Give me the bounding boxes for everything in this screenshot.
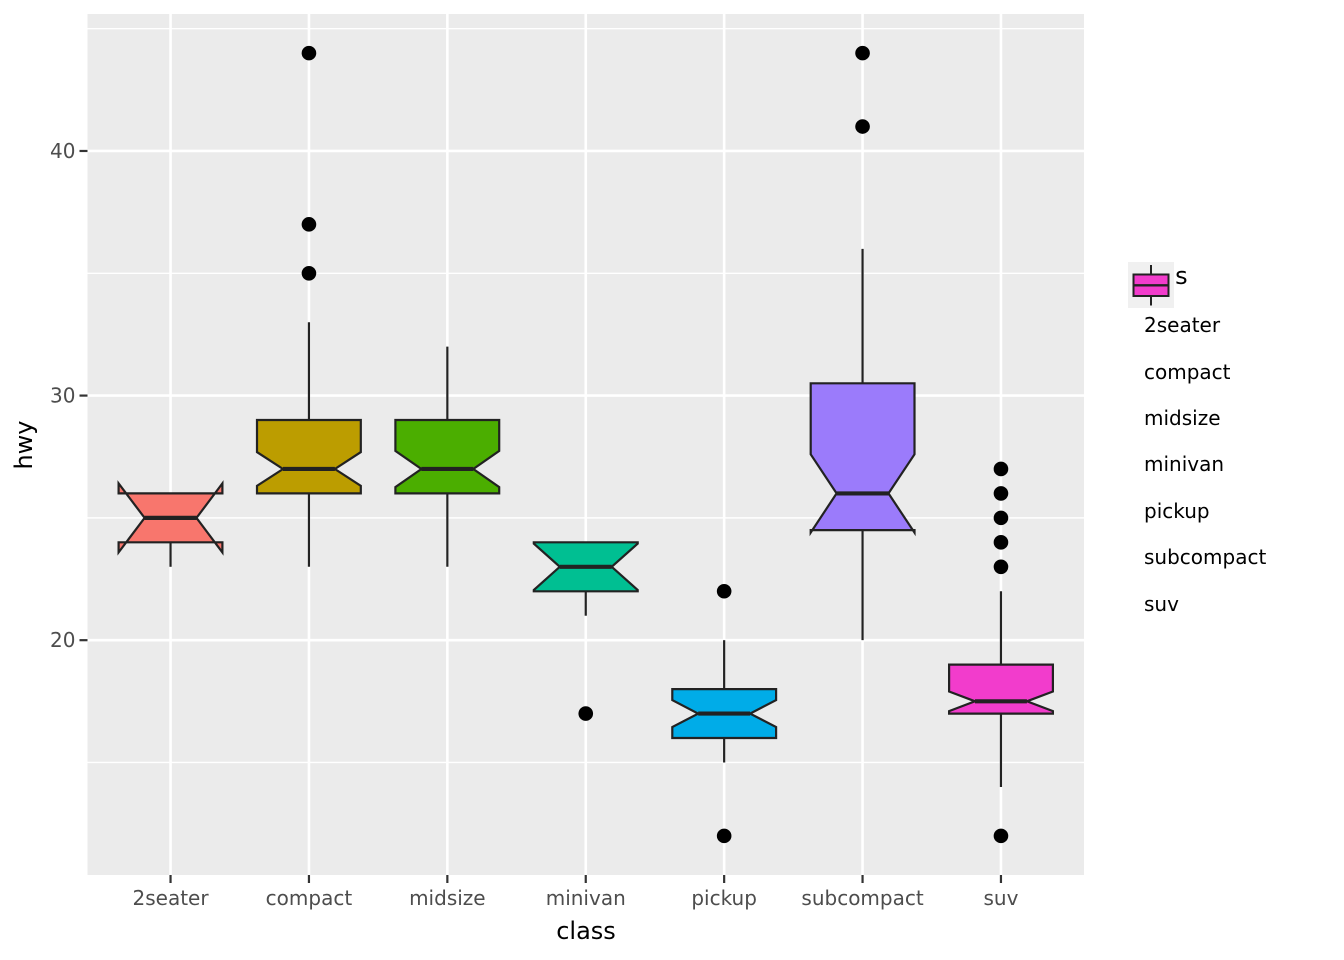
legend-item-compact: compact bbox=[1128, 262, 1266, 394]
x-tick-label-suv: suv bbox=[983, 886, 1018, 910]
y-tick-label-40: 40 bbox=[50, 139, 75, 163]
legend-label: minivan bbox=[1144, 452, 1225, 477]
box-midsize bbox=[394, 418, 501, 495]
outlier-compact-44 bbox=[301, 45, 317, 61]
legend-label: midsize bbox=[1144, 405, 1221, 430]
legend-item-midsize: midsize bbox=[1128, 262, 1266, 441]
legend-item-2seater: 2seater bbox=[1128, 262, 1266, 348]
legend-label: 2seater bbox=[1144, 313, 1221, 338]
legend-label: compact bbox=[1144, 359, 1231, 384]
legend-item-suv: suv bbox=[1128, 262, 1266, 626]
outlier-suv-26 bbox=[993, 486, 1009, 501]
outlier-minivan-17 bbox=[578, 706, 594, 721]
outlier-suv-25 bbox=[993, 510, 1009, 526]
x-axis-title: class bbox=[556, 917, 616, 945]
outlier-suv-23 bbox=[993, 559, 1009, 575]
outlier-pickup-22 bbox=[716, 583, 732, 599]
x-tick-label-minivan: minivan bbox=[546, 886, 626, 910]
outlier-suv-12 bbox=[993, 828, 1009, 844]
legend-label: subcompact bbox=[1144, 545, 1267, 570]
legend-label: pickup bbox=[1144, 498, 1210, 523]
box-subcompact bbox=[809, 382, 916, 537]
outlier-suv-27 bbox=[993, 461, 1009, 477]
outlier-suv-24 bbox=[993, 535, 1009, 550]
outlier-subcompact-44 bbox=[855, 45, 870, 61]
outlier-compact-35 bbox=[301, 265, 317, 281]
boxplot-key-icon bbox=[1128, 262, 1174, 309]
y-axis-title: hwy bbox=[10, 420, 38, 470]
box-suv bbox=[947, 663, 1055, 715]
legend-label: suv bbox=[1144, 591, 1179, 616]
x-tick-label-2seater: 2seater bbox=[133, 886, 210, 910]
legend-item-minivan: minivan bbox=[1128, 262, 1266, 487]
outlier-compact-37 bbox=[301, 217, 317, 232]
x-tick-label-pickup: pickup bbox=[691, 886, 757, 910]
legend-item-pickup: pickup bbox=[1128, 262, 1266, 534]
x-tick-label-compact: compact bbox=[266, 886, 353, 910]
legend: class 2seatercompactmidsizeminivanpickup… bbox=[1128, 262, 1266, 627]
outlier-pickup-12 bbox=[716, 828, 732, 844]
legend-item-subcompact: subcompact bbox=[1128, 262, 1267, 580]
legend-items: 2seater compact midsize minivan pickup subcom… bbox=[1128, 262, 1267, 627]
x-tick-label-subcompact: subcompact bbox=[801, 886, 923, 910]
y-tick-label-30: 30 bbox=[50, 384, 75, 408]
y-tick-label-20: 20 bbox=[50, 628, 75, 652]
box-compact bbox=[255, 418, 362, 495]
outlier-subcompact-41 bbox=[855, 119, 870, 134]
x-tick-label-midsize: midsize bbox=[409, 886, 486, 910]
